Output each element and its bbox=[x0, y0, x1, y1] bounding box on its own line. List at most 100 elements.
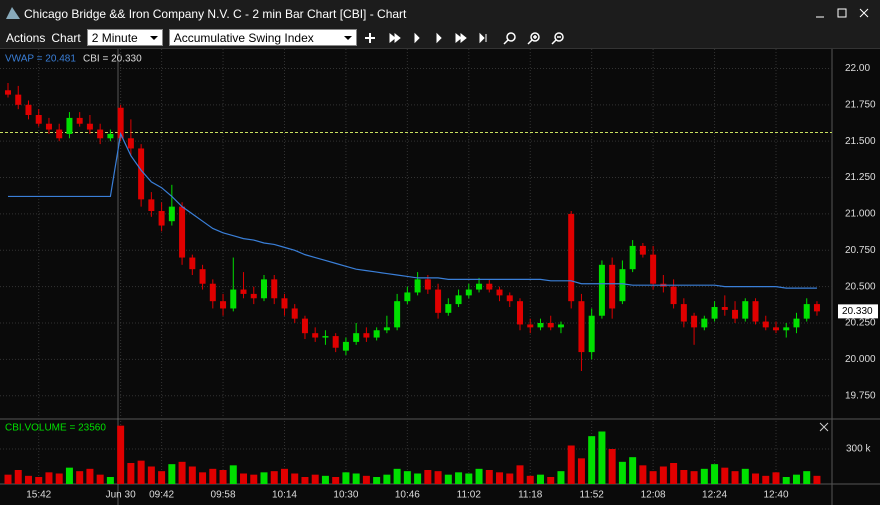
volume-bar bbox=[219, 470, 227, 484]
volume-bar bbox=[362, 475, 370, 484]
volume-bar bbox=[485, 470, 493, 484]
candle-body bbox=[5, 90, 11, 95]
volume-bar bbox=[516, 465, 524, 484]
volume-bar bbox=[24, 475, 32, 484]
candle-body bbox=[179, 206, 186, 258]
volume-bar bbox=[762, 475, 770, 484]
last-price-box bbox=[838, 304, 878, 319]
candle-body bbox=[496, 289, 503, 296]
volume-bar bbox=[393, 468, 401, 484]
volume-bar bbox=[424, 470, 432, 484]
window-controls[interactable] bbox=[814, 7, 874, 21]
volume-bar bbox=[629, 457, 637, 484]
window-title: Chicago Bridge && Iron Company N.V. C - … bbox=[24, 6, 407, 21]
y-tick-label: 20.750 bbox=[845, 245, 876, 256]
volume-bar bbox=[321, 475, 329, 484]
candle-body bbox=[199, 269, 206, 284]
toolbar: Actions Chart 2 Minute Accumulative Swin… bbox=[0, 27, 880, 49]
vwap-line bbox=[8, 131, 817, 289]
x-tick-label: 12:24 bbox=[702, 490, 727, 501]
volume-bar bbox=[414, 473, 422, 484]
interval-select[interactable]: 2 Minute bbox=[86, 29, 163, 46]
volume-bar bbox=[311, 474, 319, 484]
candle-body bbox=[220, 301, 227, 309]
candle-body bbox=[609, 264, 616, 309]
candle-body bbox=[588, 315, 595, 353]
candle-body bbox=[148, 199, 155, 211]
candle-body bbox=[271, 279, 278, 299]
x-tick-label: 09:58 bbox=[211, 490, 236, 501]
candle-body bbox=[455, 295, 462, 305]
candle-body bbox=[598, 264, 605, 316]
volume-bar bbox=[588, 436, 596, 484]
candle-body bbox=[189, 257, 196, 270]
volume-bar bbox=[690, 471, 698, 484]
candle-body bbox=[414, 279, 421, 293]
candle-body bbox=[261, 279, 267, 299]
candle-body bbox=[629, 245, 636, 270]
y-tick-label: 20.000 bbox=[845, 354, 876, 365]
volume-bar bbox=[803, 471, 811, 484]
volume-bar bbox=[639, 465, 647, 484]
menu[interactable]: Chart bbox=[51, 30, 81, 45]
x-tick-label: 11:52 bbox=[580, 490, 605, 501]
candle-body bbox=[168, 206, 175, 222]
volume-bar bbox=[86, 468, 94, 484]
candle-body bbox=[721, 307, 728, 310]
volume-bar bbox=[270, 471, 278, 484]
candle-body bbox=[568, 213, 575, 302]
volume-bar bbox=[567, 445, 575, 484]
volume-bar bbox=[240, 473, 248, 484]
candle-body bbox=[322, 336, 329, 338]
volume-bar bbox=[147, 466, 155, 484]
volume-bar bbox=[168, 464, 176, 484]
candle-body bbox=[527, 324, 534, 328]
volume-bar bbox=[137, 460, 145, 484]
volume-bar bbox=[577, 458, 585, 484]
candle-body bbox=[127, 138, 134, 149]
x-tick-label: 10:14 bbox=[272, 490, 297, 501]
volume-bar bbox=[536, 474, 544, 484]
candle-body bbox=[45, 123, 52, 130]
volume-bar bbox=[342, 472, 350, 484]
close-pane[interactable] bbox=[819, 422, 829, 432]
volume-bar bbox=[598, 431, 606, 484]
x-tick-label: 10:30 bbox=[333, 490, 358, 501]
x-tick-label: 09:42 bbox=[149, 490, 174, 501]
candle-body bbox=[732, 309, 739, 319]
candle-body bbox=[363, 333, 370, 338]
volume-bar bbox=[352, 473, 360, 484]
candle-body bbox=[691, 315, 698, 328]
candle-body bbox=[701, 318, 708, 328]
menu[interactable]: Actions bbox=[6, 30, 46, 45]
candle-body bbox=[793, 318, 800, 328]
candle-body bbox=[383, 327, 390, 331]
candle-body bbox=[35, 115, 42, 124]
volume-bar bbox=[680, 470, 688, 484]
candle-body bbox=[650, 254, 657, 284]
volume-bar bbox=[383, 474, 391, 484]
last-price-label: 20.330 bbox=[842, 306, 873, 317]
candle-body bbox=[476, 283, 483, 290]
candle-body bbox=[138, 148, 145, 200]
chart: VWAP = 20.481 CBI = 20.330 CBI.VOLUME = … bbox=[0, 49, 880, 505]
candle-body bbox=[117, 107, 124, 139]
volume-bar bbox=[434, 471, 442, 484]
candle-body bbox=[619, 269, 626, 302]
candle-body bbox=[537, 323, 544, 328]
volume-bar bbox=[455, 472, 463, 484]
volume-bar bbox=[260, 472, 268, 484]
volume-bar bbox=[444, 474, 452, 484]
volume-bar bbox=[106, 477, 114, 484]
candle-body bbox=[107, 133, 114, 139]
toolbar-buttons[interactable] bbox=[363, 30, 583, 46]
candle-body bbox=[312, 333, 319, 338]
volume-bar bbox=[55, 473, 63, 484]
indicator-select[interactable]: Accumulative Swing Index bbox=[168, 29, 357, 46]
y-tick-label: 19.750 bbox=[845, 390, 876, 401]
volume-bar bbox=[608, 449, 616, 484]
app-icon bbox=[6, 7, 20, 19]
candle-body bbox=[547, 323, 554, 328]
volume-bar bbox=[178, 461, 186, 484]
